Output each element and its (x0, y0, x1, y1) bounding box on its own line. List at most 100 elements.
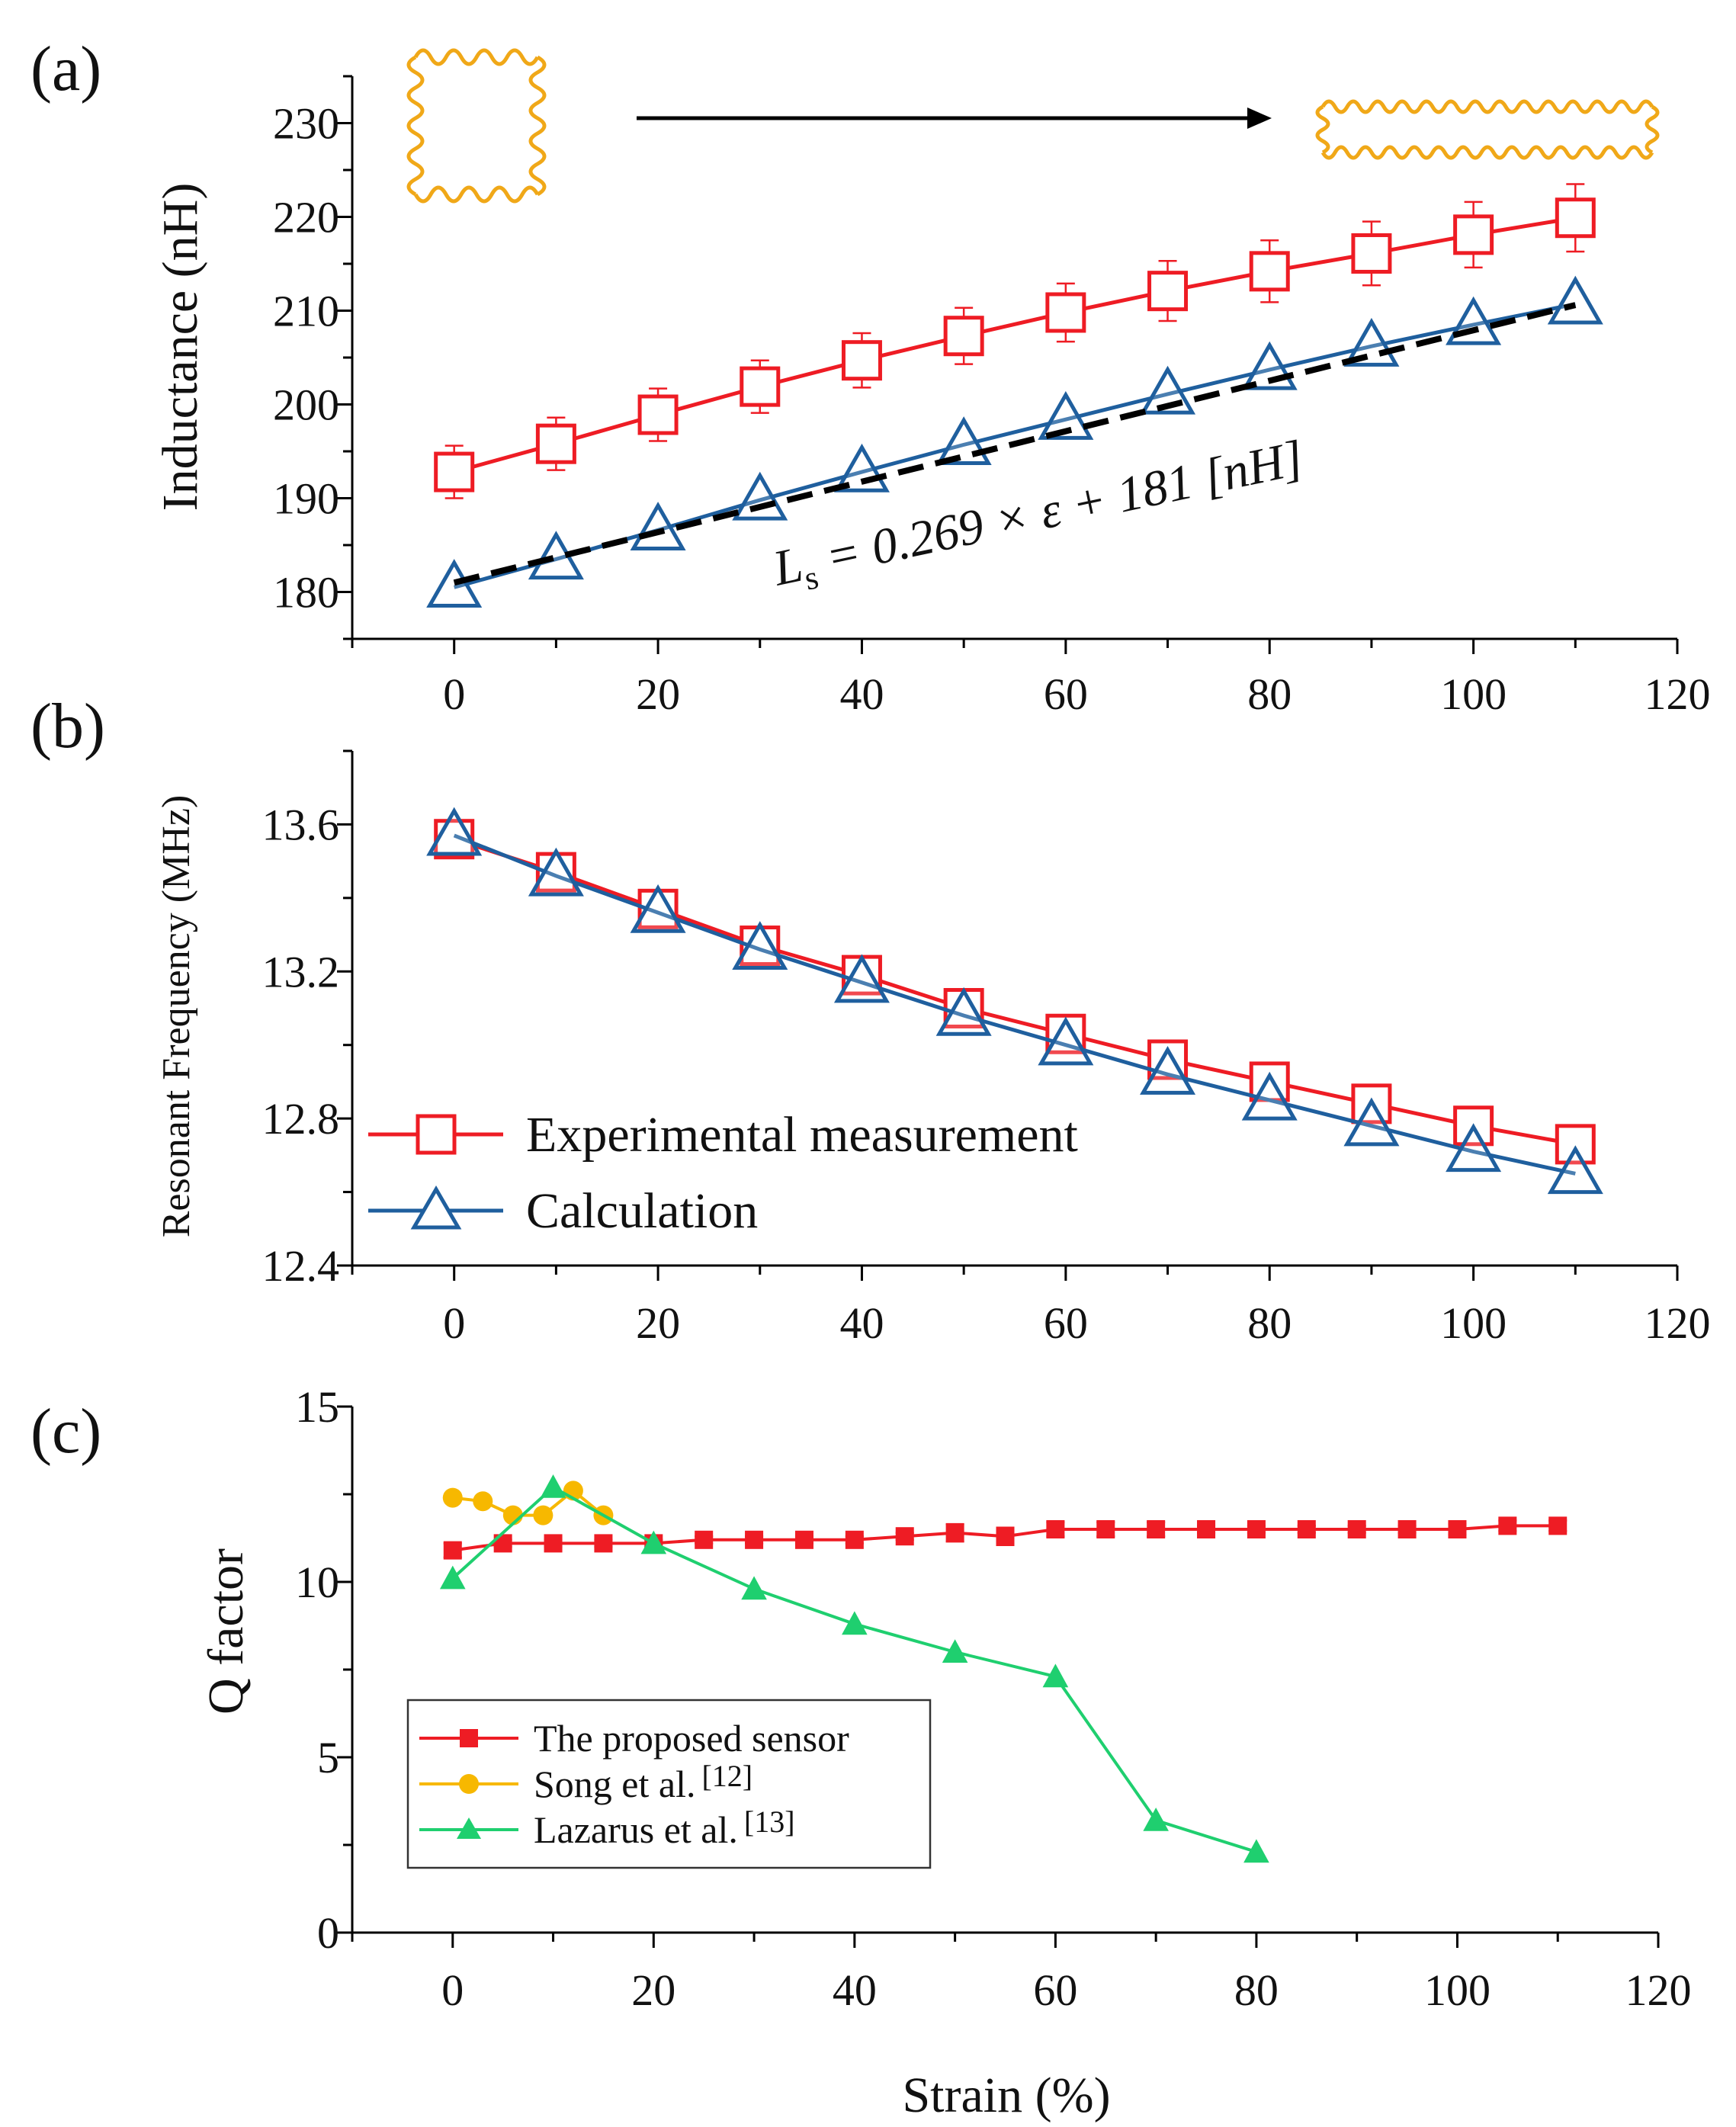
coil-inset (406, 48, 1660, 204)
panel-b-calculation-point (1241, 1071, 1298, 1121)
panel-b-x-tick-label: 20 (636, 1298, 680, 1348)
panel-a-series (426, 183, 1603, 608)
panel-c-y-tick-label: 10 (295, 1558, 339, 1607)
panel-b-calculation-point (732, 921, 788, 970)
legend-song-label: Song et al. [12] (534, 1759, 752, 1805)
panel-c-x-tick-label: 100 (1424, 1965, 1491, 2015)
panel-c-the-proposed-sensor-point (895, 1527, 914, 1546)
panel-a-experimental-measurement-point (535, 423, 576, 464)
panel-b-experimental-measurement-point (1555, 1124, 1596, 1165)
coil-unstretched-icon (406, 48, 547, 204)
panel-c-the-proposed-sensor-point (996, 1527, 1015, 1546)
panel-c-the-proposed-sensor-point (1096, 1520, 1115, 1538)
panel-b-label: (b) (30, 691, 105, 762)
panel-b-calculation-point (1343, 1097, 1400, 1147)
panel-a-x-tick-label: 40 (839, 669, 884, 719)
panel-c-x-tick-label: 0 (441, 1965, 464, 2015)
panel-b-y-tick-label: 12.8 (262, 1094, 340, 1144)
panel-b-calculation-point (528, 847, 584, 897)
panel-a-x-tick-label: 60 (1044, 669, 1088, 719)
panel-c-the-proposed-sensor-point (1448, 1520, 1467, 1538)
panel-a-calculation-point (1038, 390, 1094, 440)
panel-b-calculation-point (426, 807, 483, 856)
panel-a-fit-line (453, 302, 1577, 586)
panel-c-axes: 0 20 40 60 80 100 120 0 5 10 15 (295, 1382, 1692, 2015)
panel-c-the-proposed-sensor-point (1197, 1520, 1216, 1538)
panel-c-lazarus-et-al-point (842, 1611, 868, 1635)
panel-c-ylabel: Q factor (198, 1548, 254, 1715)
panel-b-experimental-measurement-line (453, 837, 1576, 1147)
panel-a-experimental-measurement-point (740, 366, 781, 407)
panel-a-y-tick-label: 180 (273, 568, 339, 618)
panel-a-calculation-point (630, 502, 686, 550)
panel-c-the-proposed-sensor-point (1247, 1520, 1266, 1538)
panel-b-y-tick-label: 12.4 (262, 1241, 340, 1291)
panel-c-lazarus-et-al-point (942, 1639, 968, 1663)
panel-c-the-proposed-sensor-point (544, 1534, 563, 1553)
panel-b-calculation-point (1446, 1123, 1502, 1173)
panel-c-lazarus-et-al-point (1042, 1663, 1069, 1688)
legend-lazarus-marker (457, 1817, 481, 1839)
panel-a: (a) Inductance (nH) 0 20 40 60 80 100 120 180 19… (30, 34, 1711, 719)
panel-c-the-proposed-sensor-point (1397, 1520, 1417, 1538)
panel-a-experimental-measurement-point (637, 394, 679, 435)
coil-stretched-icon (1315, 99, 1660, 160)
panel-b-calculation-point (1547, 1145, 1603, 1195)
panel-a-y-tick-label: 230 (273, 99, 339, 149)
panel-c-x-tick-label: 20 (631, 1965, 675, 2015)
panel-b: (b) Resonant Frequency (MHz) 0 20 40 60 80 10… (30, 691, 1711, 1348)
panel-c-lazarus-et-al-point (439, 1565, 466, 1590)
panel-c-the-proposed-sensor-point (945, 1523, 964, 1542)
panel-a-experimental-measurement-point (1555, 197, 1596, 239)
panel-a-experimental-measurement-point (943, 316, 984, 357)
panel-a-experimental-measurement-point (841, 340, 882, 381)
panel-c-lazarus-et-al-point (1143, 1808, 1169, 1831)
panel-c: (c) Q factor 0 20 40 60 80 100 120 0 5 10 15 The p… (30, 1382, 1692, 2123)
panel-b-calculation-point (833, 954, 890, 1003)
panel-b-x-tick-label: 120 (1645, 1298, 1711, 1348)
panel-b-x-tick-label: 100 (1440, 1298, 1507, 1348)
panel-a-experimental-measurement-point (1249, 251, 1290, 292)
panel-a-y-tick-label: 210 (273, 287, 339, 336)
panel-c-y-tick-label: 15 (295, 1382, 339, 1432)
legend-calculation-label: Calculation (526, 1183, 758, 1239)
panel-a-x-tick-label: 120 (1645, 669, 1711, 719)
panel-b-calculation-point (935, 987, 992, 1036)
panel-c-the-proposed-sensor-point (594, 1534, 613, 1553)
panel-c-series (439, 1474, 1568, 1863)
panel-b-x-tick-label: 40 (839, 1298, 884, 1348)
panel-c-song-et-al-point (473, 1491, 493, 1512)
legend-song-marker (459, 1774, 479, 1794)
panel-a-x-tick-label: 0 (443, 669, 465, 719)
panel-c-the-proposed-sensor-point (695, 1530, 714, 1549)
panel-a-x-tick-label: 100 (1440, 669, 1507, 719)
panel-b-calculation-point (1140, 1046, 1196, 1095)
panel-c-x-tick-label: 80 (1234, 1965, 1279, 2015)
panel-b-calculation-point (1038, 1016, 1094, 1066)
panel-c-the-proposed-sensor-point (1498, 1516, 1517, 1535)
panel-b-x-tick-label: 0 (443, 1298, 465, 1348)
panel-c-the-proposed-sensor-point (845, 1530, 864, 1549)
panel-a-y-tick-label: 200 (273, 380, 339, 430)
fit-equation-symbol: L (768, 537, 807, 597)
panel-b-ylabel: Resonant Frequency (MHz) (155, 795, 198, 1238)
legend-song-ref: [12] (701, 1759, 752, 1793)
panel-a-experimental-measurement-point (1147, 271, 1189, 312)
panel-c-the-proposed-sensor-point (745, 1530, 764, 1549)
panel-c-song-et-al-point (442, 1487, 463, 1508)
panel-c-x-tick-label: 120 (1625, 1965, 1692, 2015)
legend-proposed-marker (460, 1729, 478, 1747)
panel-c-lazarus-et-al-point (1243, 1839, 1269, 1863)
panel-a-x-tick-label: 80 (1247, 669, 1292, 719)
legend-lazarus-name: Lazarus et al. (534, 1808, 738, 1851)
panel-b-y-tick-label: 13.2 (262, 947, 340, 996)
panel-a-experimental-measurement-point (1045, 292, 1086, 333)
panel-c-x-tick-label: 40 (833, 1965, 877, 2015)
panel-c-song-et-al-point (533, 1505, 554, 1525)
fit-equation: Ls = 0.269 × ε + 181 [nH] (768, 430, 1310, 604)
panel-c-label: (c) (30, 1396, 101, 1467)
panel-a-calculation-point (732, 471, 788, 521)
panel-c-legend: The proposed sensor Song et al. [12] Laza… (406, 1699, 932, 1869)
panel-c-xlabel: Strain (%) (902, 2068, 1110, 2123)
